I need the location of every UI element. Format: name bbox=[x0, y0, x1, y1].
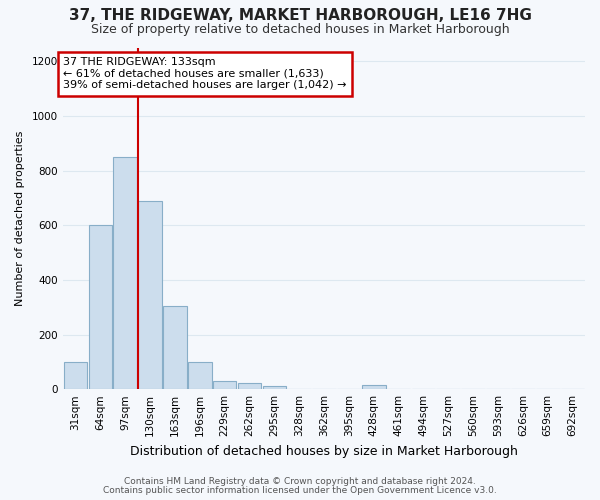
Bar bbox=[188, 362, 212, 389]
X-axis label: Distribution of detached houses by size in Market Harborough: Distribution of detached houses by size … bbox=[130, 444, 518, 458]
Bar bbox=[64, 362, 87, 389]
Bar bbox=[238, 383, 261, 389]
Y-axis label: Number of detached properties: Number of detached properties bbox=[15, 130, 25, 306]
Text: Contains HM Land Registry data © Crown copyright and database right 2024.: Contains HM Land Registry data © Crown c… bbox=[124, 477, 476, 486]
Text: Contains public sector information licensed under the Open Government Licence v3: Contains public sector information licen… bbox=[103, 486, 497, 495]
Text: 37 THE RIDGEWAY: 133sqm
← 61% of detached houses are smaller (1,633)
39% of semi: 37 THE RIDGEWAY: 133sqm ← 61% of detache… bbox=[63, 57, 347, 90]
Bar bbox=[113, 157, 137, 389]
Bar bbox=[163, 306, 187, 389]
Bar bbox=[138, 200, 162, 389]
Bar bbox=[362, 385, 386, 389]
Bar bbox=[263, 386, 286, 389]
Bar bbox=[89, 225, 112, 389]
Text: 37, THE RIDGEWAY, MARKET HARBOROUGH, LE16 7HG: 37, THE RIDGEWAY, MARKET HARBOROUGH, LE1… bbox=[68, 8, 532, 22]
Bar bbox=[213, 381, 236, 389]
Text: Size of property relative to detached houses in Market Harborough: Size of property relative to detached ho… bbox=[91, 22, 509, 36]
